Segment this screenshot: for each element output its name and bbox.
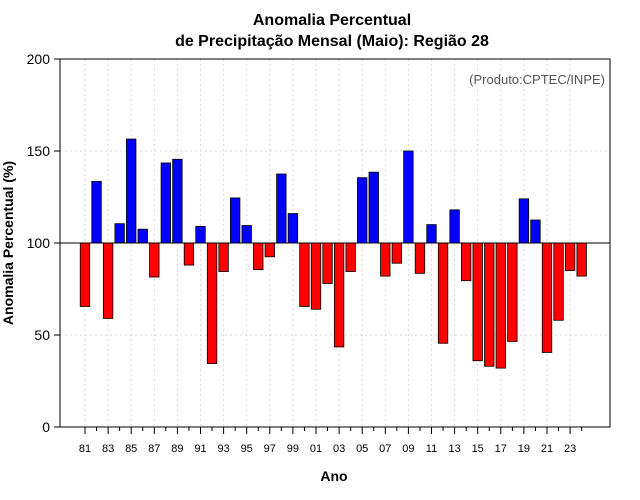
grid-lines — [60, 59, 610, 427]
bar-04 — [345, 242, 356, 272]
y-tick-label-150: 150 — [27, 143, 51, 159]
x-tick-label-91: 91 — [194, 443, 206, 455]
x-tick-label-05: 05 — [356, 443, 368, 455]
bar-96 — [253, 242, 264, 271]
y-tick-label-50: 50 — [34, 327, 50, 343]
bar-95 — [241, 225, 252, 244]
bar-84 — [114, 223, 125, 244]
x-tick-label-17: 17 — [495, 443, 507, 455]
x-tick-label-11: 11 — [426, 443, 437, 455]
x-tick-label-07: 07 — [379, 443, 391, 455]
bar-00 — [299, 242, 310, 307]
bar-14 — [460, 242, 472, 282]
bar-97 — [264, 242, 275, 258]
y-tick-label-0: 0 — [42, 419, 50, 435]
bar-05 — [357, 177, 368, 244]
x-tick-label-87: 87 — [148, 443, 160, 455]
x-tick-label-99: 99 — [287, 443, 299, 455]
x-tick-label-21: 21 — [541, 443, 553, 455]
x-tick-label-95: 95 — [241, 443, 253, 455]
y-axis-label: Anomalia Percentual (%) — [0, 161, 16, 325]
y-tick-label-100: 100 — [27, 235, 51, 251]
bar-81 — [79, 242, 91, 307]
bar-15 — [472, 242, 483, 362]
x-tick-label-97: 97 — [264, 443, 276, 455]
bar-23 — [564, 242, 576, 272]
x-tick-label-13: 13 — [448, 443, 460, 455]
bar-87 — [149, 242, 160, 278]
bar-18 — [507, 242, 518, 342]
chart-title-line2: de Precipitação Mensal (Maio): Região 28 — [175, 33, 489, 50]
bar-16 — [484, 242, 495, 367]
bar-85 — [126, 138, 137, 244]
bar-01 — [310, 242, 322, 310]
x-tick-label-03: 03 — [333, 443, 345, 455]
bar-82 — [91, 180, 102, 244]
y-axis: 0 50 100 150 200 — [27, 51, 61, 435]
bars — [79, 138, 587, 369]
chart-title-line1: Anomalia Percentual — [253, 12, 411, 29]
bar-08 — [391, 242, 403, 264]
bar-86 — [137, 228, 148, 244]
bar-06 — [368, 171, 379, 244]
bar-21 — [541, 242, 553, 353]
bar-24 — [576, 242, 587, 277]
bar-99 — [287, 213, 299, 244]
bar-92 — [206, 242, 218, 364]
x-tick-label-15: 15 — [472, 443, 484, 455]
bar-09 — [403, 150, 414, 244]
bar-12 — [437, 242, 449, 344]
x-tick-label-83: 83 — [102, 443, 114, 455]
bar-03 — [333, 242, 345, 348]
bar-98 — [276, 173, 287, 244]
x-tick-label-01: 01 — [310, 443, 322, 455]
x-axis-label: Ano — [320, 468, 347, 484]
x-tick-label-81: 81 — [79, 443, 91, 455]
bar-11 — [426, 224, 437, 244]
bar-07 — [380, 242, 391, 277]
bar-22 — [553, 242, 564, 321]
bar-17 — [495, 242, 506, 369]
x-tick-label-19: 19 — [518, 443, 530, 455]
bar-02 — [322, 242, 333, 284]
bar-90 — [183, 242, 195, 266]
x-tick-label-93: 93 — [217, 443, 229, 455]
y-tick-label-200: 200 — [27, 51, 51, 67]
x-tick-label-89: 89 — [171, 443, 183, 455]
x-axis: 81 83 85 87 89 91 93 95 97 99 01 03 05 07 09 11 13 15 17 19… — [79, 427, 583, 455]
bar-94 — [229, 197, 241, 244]
bar-20 — [530, 219, 541, 244]
bar-88 — [160, 162, 172, 244]
x-tick-label-85: 85 — [125, 443, 137, 455]
bar-91 — [195, 226, 206, 244]
bar-13 — [449, 209, 460, 244]
x-tick-label-09: 09 — [402, 443, 414, 455]
bar-83 — [102, 242, 114, 319]
bar-19 — [518, 198, 530, 244]
source-note: (Produto:CPTEC/INPE) — [469, 72, 605, 87]
bar-89 — [172, 158, 183, 244]
bar-93 — [218, 242, 229, 272]
x-tick-label-23: 23 — [564, 443, 576, 455]
bar-10 — [414, 242, 426, 274]
